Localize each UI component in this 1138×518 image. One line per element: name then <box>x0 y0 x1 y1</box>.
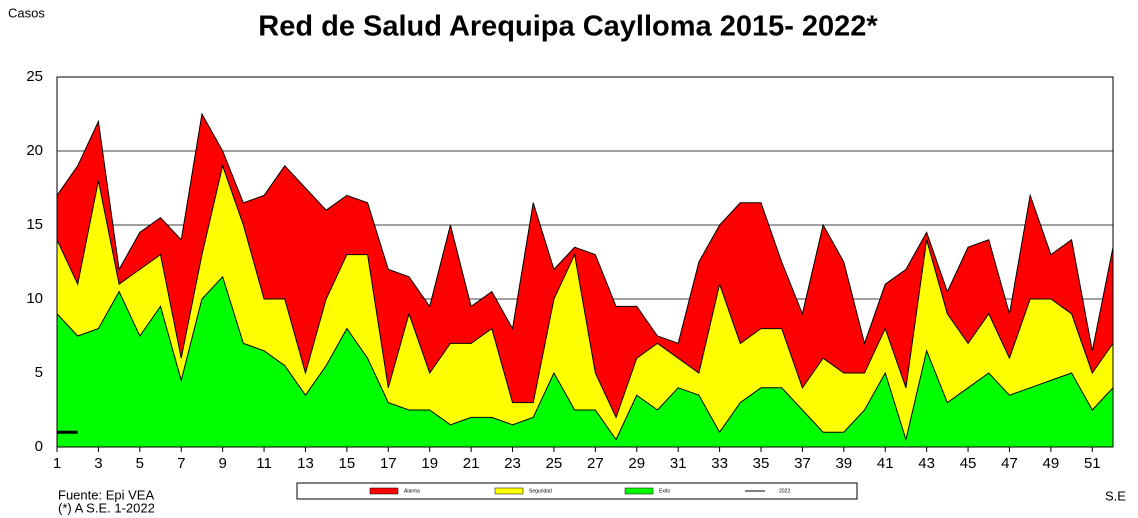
legend-label: Seguridad <box>529 488 552 494</box>
x-tick-label: 47 <box>1001 455 1018 472</box>
x-tick-label: 43 <box>918 455 935 472</box>
x-axis-label: S.E <box>1105 488 1126 503</box>
legend-label: Exito <box>659 488 670 494</box>
x-tick-label: 31 <box>670 455 687 472</box>
x-tick-label: 19 <box>421 455 438 472</box>
x-tick-label: 39 <box>835 455 852 472</box>
plot-frame <box>56 76 1114 448</box>
y-tick-label: 20 <box>26 142 43 159</box>
y-tick-label: 0 <box>35 438 43 455</box>
x-tick-label: 29 <box>628 455 645 472</box>
legend-swatch <box>494 487 524 495</box>
x-tick-label: 49 <box>1043 455 1060 472</box>
y-axis-label: Casos <box>8 5 45 20</box>
note: (*) A S.E. 1-2022 <box>58 500 155 515</box>
legend-label: Alarma <box>404 488 420 494</box>
x-tick-label: 7 <box>177 455 185 472</box>
source: Fuente: Epi VEA <box>58 487 154 502</box>
x-tick-label: 27 <box>587 455 604 472</box>
legend-box <box>296 482 858 500</box>
x-tick-label: 51 <box>1084 455 1101 472</box>
legend-swatch <box>624 487 654 495</box>
x-tick-label: 3 <box>94 455 102 472</box>
area <box>56 275 1114 448</box>
chart-title: Red de Salud Arequipa Caylloma 2015- 202… <box>258 11 878 43</box>
x-tick-label: 1 <box>53 455 61 472</box>
x-tick-label: 21 <box>463 455 480 472</box>
x-tick-label: 35 <box>753 455 770 472</box>
y-tick-label: 25 <box>26 68 43 85</box>
y-tick-label: 15 <box>26 216 43 233</box>
x-tick-label: 25 <box>546 455 563 472</box>
legend-label: 2022 <box>779 488 790 494</box>
x-tick-label: 33 <box>711 455 728 472</box>
x-tick-label: 5 <box>136 455 144 472</box>
x-tick-label: 17 <box>380 455 397 472</box>
x-tick-label: 23 <box>504 455 521 472</box>
y-tick-label: 10 <box>26 290 43 307</box>
x-tick-label: 11 <box>256 455 272 472</box>
x-tick-label: 37 <box>794 455 811 472</box>
x-tick-label: 13 <box>297 455 314 472</box>
x-tick-label: 15 <box>339 455 356 472</box>
x-tick-label: 41 <box>877 455 894 472</box>
legend-swatch <box>369 487 399 495</box>
x-tick-label: 9 <box>218 455 226 472</box>
x-tick-label: 45 <box>960 455 977 472</box>
y-tick-label: 5 <box>35 364 43 381</box>
